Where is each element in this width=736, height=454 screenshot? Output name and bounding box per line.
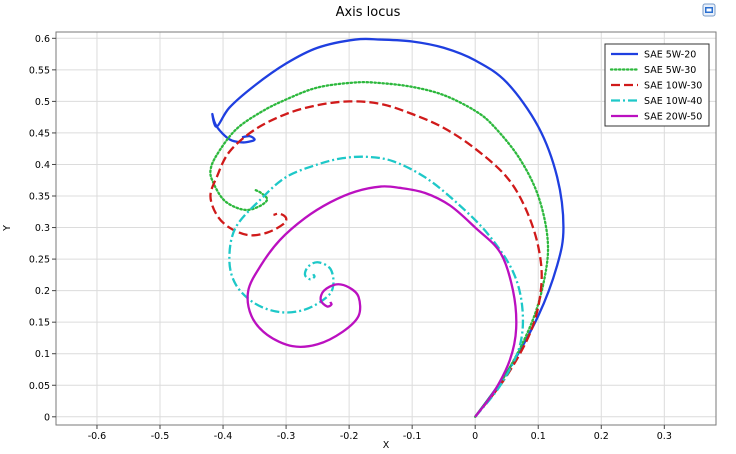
- y-tick-label: 0.15: [29, 318, 50, 329]
- x-tick-label: -0.5: [151, 431, 170, 442]
- legend-label-sae-5w-20: SAE 5W-20: [644, 50, 696, 61]
- series-line-sae-5w-30: [209, 80, 550, 418]
- x-tick-label: -0.2: [340, 431, 359, 442]
- series-line-sae-5w-20: [211, 37, 565, 418]
- y-tick-label: 0.3: [35, 223, 50, 234]
- x-tick-label: -0.6: [88, 431, 107, 442]
- legend: SAE 5W-20 SAE 5W-30 SAE 10W-30 SAE 10W-40 SA…: [604, 43, 710, 127]
- y-tick-label: 0.45: [29, 128, 50, 139]
- legend-label-sae-20w-50: SAE 20W-50: [644, 112, 702, 123]
- y-tick-label: 0.1: [35, 349, 50, 360]
- series-line-sae-10w-30: [209, 100, 543, 418]
- series-lines: [209, 37, 565, 418]
- legend-label-sae-10w-30: SAE 10W-30: [644, 81, 702, 92]
- x-tick-label: 0.1: [531, 431, 546, 442]
- chart-title: Axis locus: [335, 5, 401, 20]
- x-axis-ticks: -0.6 -0.5 -0.4 -0.3 -0.2 -0.1 0 0.1 0.2 0.3: [88, 425, 672, 442]
- y-tick-label: 0.05: [29, 381, 50, 392]
- x-tick-label: 0.3: [657, 431, 672, 442]
- y-axis-ticks: 0 0.05 0.1 0.15 0.2 0.25 0.3 0.35 0.4 0.45 0.5 0.55…: [29, 34, 56, 423]
- series-line-sae-20w-50: [246, 185, 518, 418]
- y-tick-label: 0.4: [35, 160, 50, 171]
- legend-label-sae-5w-30: SAE 5W-30: [644, 65, 696, 76]
- x-tick-label: -0.1: [403, 431, 422, 442]
- export-image-icon[interactable]: [702, 3, 716, 17]
- y-tick-label: 0.35: [29, 192, 50, 203]
- y-tick-label: 0.25: [29, 255, 50, 266]
- y-tick-label: 0.5: [35, 97, 50, 108]
- legend-label-sae-10w-40: SAE 10W-40: [644, 96, 702, 107]
- y-tick-label: 0.2: [35, 286, 50, 297]
- x-axis-label: X: [383, 440, 390, 451]
- series-line-sae-10w-40: [228, 155, 525, 418]
- y-axis-label: Y: [2, 225, 13, 232]
- x-tick-label: 0: [472, 431, 478, 442]
- x-tick-label: -0.3: [277, 431, 296, 442]
- x-tick-label: 0.2: [594, 431, 609, 442]
- y-tick-label: 0.55: [29, 65, 50, 76]
- y-tick-label: 0: [44, 412, 50, 423]
- x-tick-label: -0.4: [214, 431, 233, 442]
- y-tick-label: 0.6: [35, 34, 50, 45]
- grid: [56, 32, 716, 425]
